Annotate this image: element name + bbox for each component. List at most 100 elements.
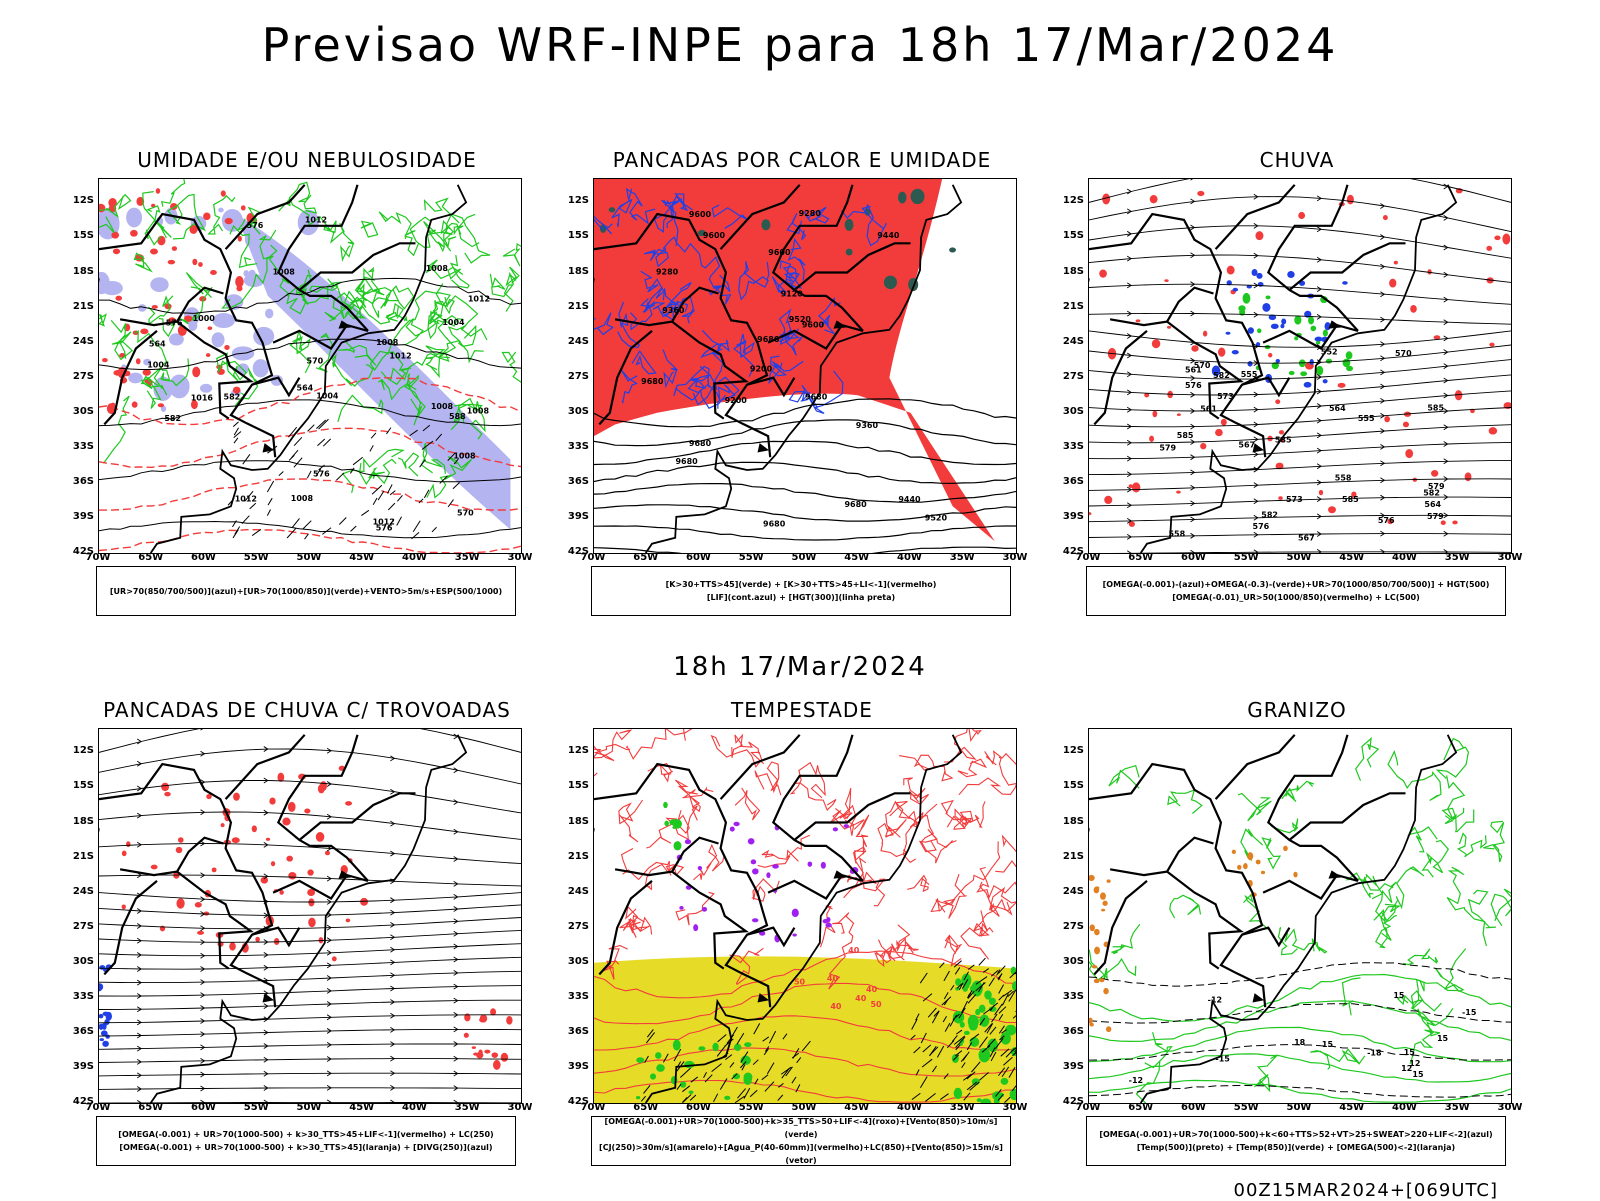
shaded-area bbox=[1191, 345, 1198, 352]
panel-title: GRANIZO bbox=[1062, 698, 1532, 722]
panel-legend: [UR>70(850/700/500)](azul)+[UR>70(1000/8… bbox=[96, 566, 516, 616]
contour-label: 552 bbox=[1321, 348, 1338, 357]
shaded-area bbox=[1176, 491, 1181, 494]
wind-vector bbox=[292, 518, 299, 527]
shaded-area bbox=[1283, 846, 1288, 852]
shaded-area bbox=[207, 326, 212, 330]
legend-line: [LIF](cont.azul) + [HGT(300)](linha pret… bbox=[592, 591, 1010, 604]
lake bbox=[1253, 993, 1265, 1002]
contour-line bbox=[758, 835, 810, 867]
shaded-area bbox=[1431, 470, 1438, 477]
shaded-area bbox=[308, 918, 316, 928]
lon-tick-label: 40W bbox=[895, 1102, 925, 1113]
wind-vector bbox=[267, 481, 273, 492]
shaded-area bbox=[1215, 429, 1223, 436]
shaded-area bbox=[1287, 271, 1294, 278]
contour-line bbox=[944, 729, 981, 762]
contour-label: 582 bbox=[1261, 511, 1278, 520]
shaded-area bbox=[954, 1088, 962, 1099]
lat-tick-label: 39S bbox=[72, 1061, 94, 1072]
shaded-area bbox=[964, 1031, 970, 1035]
stream-arrow bbox=[1127, 189, 1131, 194]
legend-line: [Temp(500)](preto) + [Temp(850)](verde) … bbox=[1087, 1141, 1505, 1154]
contour-line bbox=[878, 820, 907, 857]
shaded-area bbox=[1132, 482, 1140, 492]
shaded-area bbox=[751, 859, 757, 864]
contour-label: 570 bbox=[1395, 349, 1412, 358]
contour-line bbox=[360, 459, 396, 484]
lon-tick-label: 45W bbox=[1337, 552, 1367, 563]
lon-tick-label: 65W bbox=[136, 552, 166, 563]
contour-line bbox=[162, 179, 207, 207]
contour-label: 9680 bbox=[689, 439, 712, 448]
shaded-area bbox=[1319, 490, 1323, 495]
contour-label: 1008 bbox=[376, 338, 399, 347]
contour-label: 588 bbox=[449, 412, 466, 421]
shaded-area bbox=[126, 208, 142, 228]
shaded-area bbox=[360, 898, 368, 906]
shaded-area bbox=[609, 207, 616, 212]
shaded-area bbox=[1197, 191, 1204, 196]
shaded-area bbox=[636, 1057, 644, 1063]
shaded-area bbox=[249, 270, 256, 277]
lake bbox=[1329, 870, 1343, 878]
contour-line bbox=[398, 453, 418, 476]
lat-tick-label: 24S bbox=[72, 886, 94, 897]
shaded-area bbox=[1094, 929, 1099, 934]
border-line bbox=[1263, 875, 1358, 898]
shaded-area bbox=[203, 213, 210, 221]
lon-tick-label: 40W bbox=[1390, 552, 1420, 563]
lon-tick-label: 35W bbox=[452, 1102, 482, 1113]
shaded-area bbox=[115, 296, 122, 301]
shaded-area bbox=[1100, 978, 1105, 982]
lake bbox=[834, 870, 848, 878]
shaded-area bbox=[288, 802, 296, 812]
shaded-area bbox=[1271, 324, 1279, 329]
contour-label: 1008 bbox=[453, 452, 476, 461]
lat-tick-label: 33S bbox=[567, 991, 589, 1002]
shaded-area bbox=[1343, 359, 1351, 368]
page-title: Previsao WRF-INPE para 18h 17/Mar/2024 bbox=[0, 18, 1600, 72]
lat-tick-label: 30S bbox=[72, 406, 94, 417]
shaded-area bbox=[1129, 484, 1133, 488]
lat-tick-label: 15S bbox=[1062, 230, 1084, 241]
contour-label: 567 bbox=[1238, 440, 1255, 449]
shaded-area bbox=[1256, 273, 1262, 279]
contour-label: 579 bbox=[1427, 512, 1444, 521]
contour-line bbox=[425, 199, 460, 223]
contour-line bbox=[1310, 1049, 1365, 1069]
shaded-area bbox=[792, 933, 796, 936]
stream-arrow bbox=[1317, 549, 1321, 553]
contour-label: -15 bbox=[1215, 1055, 1230, 1064]
shaded-area bbox=[698, 1046, 705, 1050]
shaded-area bbox=[1275, 399, 1280, 404]
shaded-area bbox=[224, 345, 229, 350]
lon-tick-label: 40W bbox=[895, 552, 925, 563]
contour-line bbox=[755, 762, 781, 795]
contour-label: 1012 bbox=[389, 351, 411, 360]
lon-tick-label: 30W bbox=[1495, 552, 1525, 563]
contour-label: 576 bbox=[1378, 516, 1395, 525]
legend-line: [OMEGA(-0.001) + UR>70(1000-500) + k>30_… bbox=[97, 1141, 515, 1154]
shaded-area bbox=[1001, 1078, 1009, 1085]
shaded-area bbox=[221, 823, 225, 827]
lat-tick-label: 18S bbox=[72, 816, 94, 827]
shaded-area bbox=[316, 832, 325, 842]
legend-line: [OMEGA(-0.01)_UR>50(1000/850)(vermelho) … bbox=[1087, 591, 1505, 604]
contour-label: 50 bbox=[794, 977, 806, 986]
shaded-area bbox=[168, 260, 175, 265]
lon-tick-label: 55W bbox=[241, 552, 271, 563]
contour-line bbox=[958, 759, 986, 777]
panel-legend: [K>30+TTS>45](verde) + [K>30+TTS>45+LI<-… bbox=[591, 566, 1011, 616]
contour-line bbox=[1403, 949, 1438, 965]
contour-label: 1008 bbox=[291, 494, 314, 503]
shaded-area bbox=[212, 867, 217, 872]
shaded-area bbox=[269, 797, 275, 804]
border-line bbox=[1289, 793, 1405, 840]
border-line bbox=[721, 735, 800, 799]
shaded-area bbox=[1221, 419, 1227, 426]
shaded-area bbox=[158, 403, 164, 407]
